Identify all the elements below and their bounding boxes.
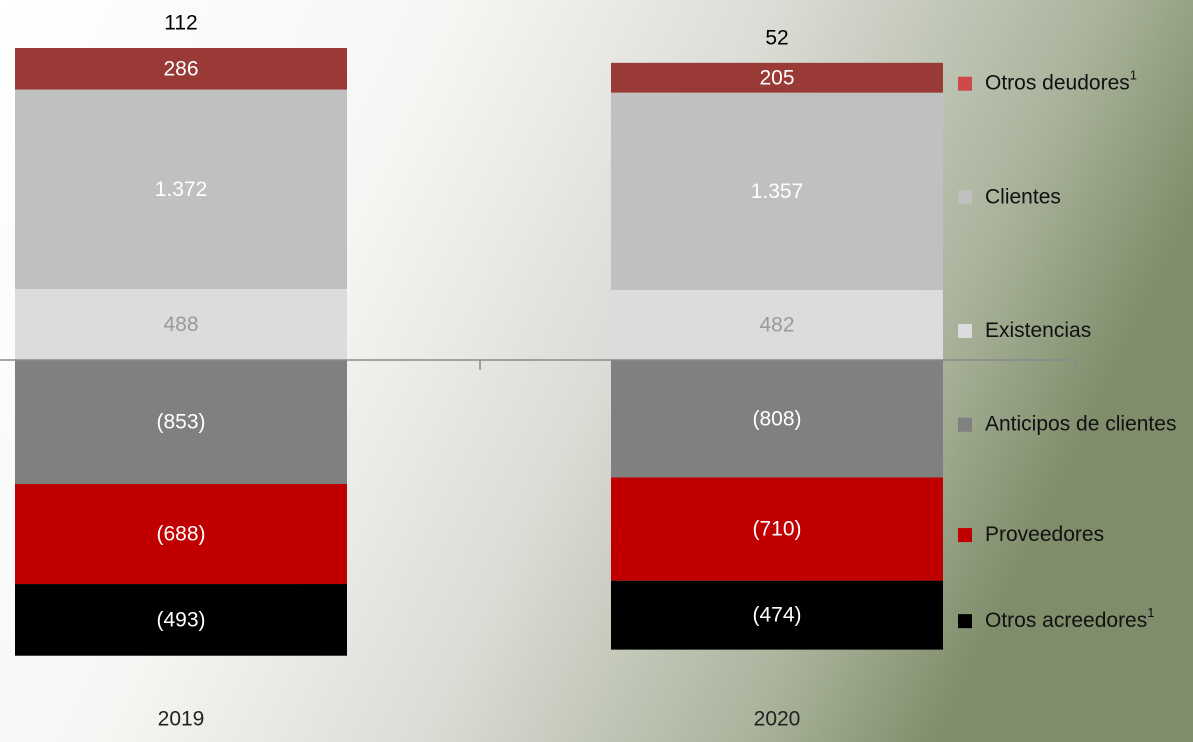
value-label: (688) bbox=[156, 523, 205, 546]
value-label: 205 bbox=[759, 66, 794, 89]
legend-entry: Clientes bbox=[985, 185, 1061, 208]
legend-swatch bbox=[958, 614, 972, 629]
value-label: (808) bbox=[752, 407, 801, 430]
value-label: 286 bbox=[163, 57, 198, 80]
legend-name: Proveedores bbox=[985, 523, 1104, 546]
legend-name: Otros acreedores bbox=[985, 609, 1147, 632]
legend-footnote: 1 bbox=[1147, 606, 1154, 621]
bar-segment bbox=[611, 289, 943, 360]
value-label: (474) bbox=[752, 604, 801, 627]
value-label: 488 bbox=[163, 313, 198, 336]
total-label: 112 bbox=[164, 12, 197, 35]
total-label: 52 bbox=[765, 26, 788, 49]
bar-segment bbox=[611, 92, 943, 290]
legend-footnote: 1 bbox=[1130, 68, 1137, 83]
legend-name: Anticipos de clientes bbox=[985, 412, 1176, 435]
value-label: (710) bbox=[752, 518, 801, 541]
value-label: 1.357 bbox=[751, 180, 804, 203]
legend-swatch bbox=[958, 323, 972, 338]
bar-segment bbox=[15, 89, 347, 290]
bar-segment bbox=[611, 360, 943, 478]
legend-entry: Anticipos de clientes bbox=[985, 412, 1176, 435]
legend-swatch bbox=[958, 417, 972, 432]
legend-entry: Proveedores bbox=[985, 523, 1104, 546]
bar-segment bbox=[15, 289, 347, 360]
bar-segment bbox=[15, 584, 347, 656]
value-label: (853) bbox=[156, 411, 205, 434]
bar-segment bbox=[15, 484, 347, 585]
bar-segment bbox=[611, 580, 943, 650]
legend-name: Otros deudores bbox=[985, 71, 1130, 94]
legend-swatch bbox=[958, 528, 972, 543]
bar-segment bbox=[611, 62, 943, 93]
bar-segment bbox=[15, 360, 347, 485]
x-tick-label: 2019 bbox=[158, 708, 205, 731]
bar-segment bbox=[15, 48, 347, 90]
legend-name: Existencias bbox=[985, 319, 1091, 342]
plot: 488 1.372 286 (853) (688) (493) 112 2019 482 1.35… bbox=[0, 12, 1176, 731]
legend-entry: Otros acreedores1 bbox=[985, 606, 1154, 632]
legend-entry: Otros deudores1 bbox=[985, 68, 1137, 94]
legend-swatch bbox=[958, 76, 972, 91]
legend-swatch bbox=[958, 190, 972, 205]
legend-name: Clientes bbox=[985, 185, 1061, 208]
legend-entry: Existencias bbox=[985, 319, 1091, 342]
value-label: 1.372 bbox=[155, 178, 208, 201]
value-label: (493) bbox=[156, 608, 205, 631]
value-label: 482 bbox=[759, 314, 794, 337]
bar-segment bbox=[611, 477, 943, 581]
x-tick-label: 2020 bbox=[754, 708, 801, 731]
